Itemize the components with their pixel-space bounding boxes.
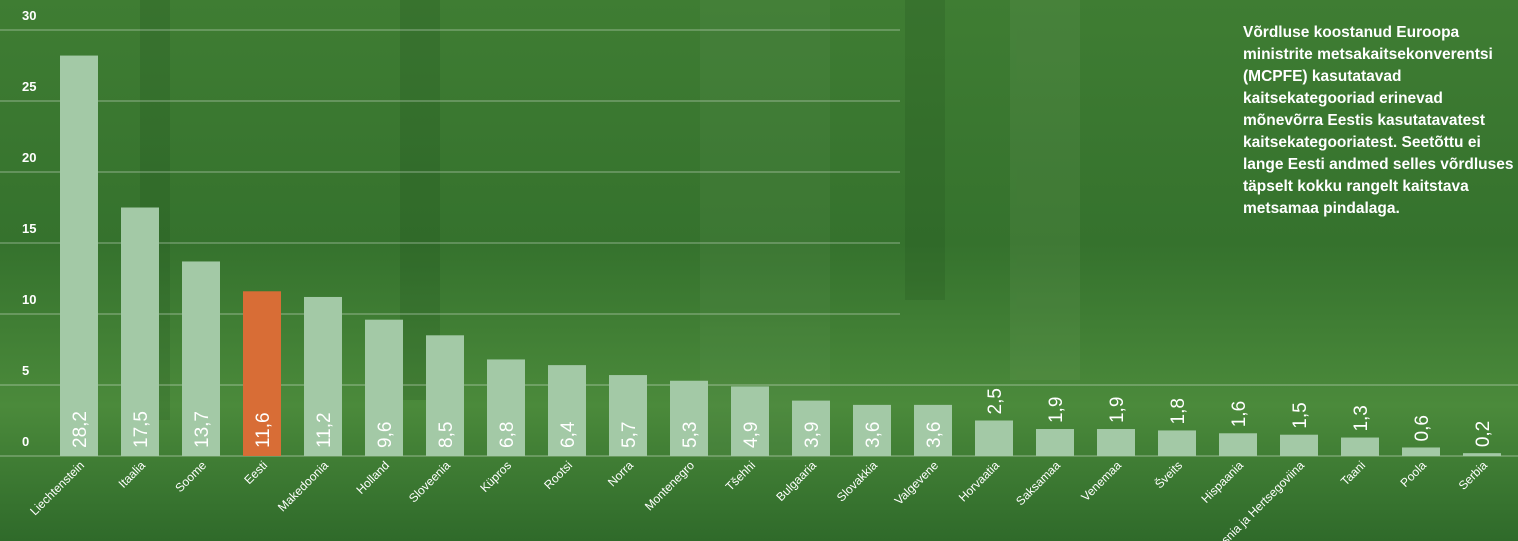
value-label: 11,6 (253, 412, 274, 448)
value-label: 6,4 (558, 421, 579, 448)
value-label: 6,8 (497, 422, 518, 448)
value-label: 3,9 (802, 422, 823, 448)
bar (1463, 453, 1501, 456)
x-tick-label: Sloveenia (406, 458, 453, 505)
bar (1280, 434, 1318, 456)
value-label: 1,6 (1229, 401, 1250, 427)
y-tick-label: 30 (22, 8, 36, 23)
value-label: 1,9 (1107, 397, 1128, 423)
value-label: 28,2 (70, 411, 91, 448)
y-tick-label: 20 (22, 150, 36, 165)
x-tick-label: Serbia (1456, 458, 1491, 493)
bar (60, 55, 98, 457)
value-label: 9,6 (375, 422, 396, 448)
value-label: 3,6 (924, 422, 945, 448)
bar (365, 319, 403, 456)
x-tick-label: Montenegro (642, 458, 697, 513)
value-label: 13,7 (192, 411, 213, 448)
value-label: 4,9 (741, 422, 762, 448)
x-tick-label: Valgevene (892, 458, 942, 508)
value-label: 0,6 (1412, 415, 1433, 441)
value-label: 2,5 (985, 388, 1006, 414)
bar (243, 291, 281, 456)
bar (609, 375, 647, 456)
y-tick-label: 5 (22, 363, 29, 378)
x-tick-label: Eesti (241, 458, 270, 487)
bar (1158, 430, 1196, 456)
value-label: 17,5 (131, 411, 152, 448)
x-tick-label: Horvaatia (956, 458, 1002, 504)
x-tick-label: Küpros (477, 458, 514, 495)
value-label: 5,3 (680, 422, 701, 448)
x-tick-label: Soome (172, 458, 209, 495)
y-tick-label: 15 (22, 221, 36, 236)
bar (670, 380, 708, 456)
bar (1097, 429, 1135, 456)
bar (426, 335, 464, 456)
bar (1036, 429, 1074, 456)
bar (121, 207, 159, 456)
x-tick-label: Slovakkia (834, 458, 880, 504)
bar (182, 261, 220, 456)
value-label: 1,9 (1046, 397, 1067, 423)
annotation: Võrdluse koostanud Euroopa ministrite me… (1243, 24, 1514, 217)
x-tick-label: Venemaa (1078, 458, 1124, 504)
value-label: 5,7 (619, 422, 640, 448)
background-trees (140, 0, 1080, 460)
value-label: 0,2 (1473, 421, 1494, 447)
x-tick-label: Itaalia (116, 458, 149, 491)
value-label: 11,2 (314, 412, 335, 448)
x-tick-label: Holland (353, 458, 392, 497)
bar (975, 420, 1013, 456)
bar (1219, 433, 1257, 456)
x-tick-label: Tšehhi (723, 458, 758, 493)
x-tick-label: Liechtenstein (27, 458, 87, 518)
x-tick-label: Saksamaa (1013, 458, 1063, 508)
bar (914, 404, 952, 456)
x-tick-label: Poola (1398, 458, 1430, 490)
bar (731, 386, 769, 456)
bar (548, 365, 586, 456)
x-tick-label: Norra (605, 458, 636, 489)
value-label: 1,3 (1351, 405, 1372, 431)
bar (792, 400, 830, 456)
x-tick-label: Šveits (1151, 458, 1185, 492)
bar (304, 296, 342, 456)
bar (1341, 437, 1379, 456)
x-tick-label: Taani (1338, 458, 1368, 488)
x-tick-label: Bulgaaria (773, 458, 819, 504)
x-tick-label: Hispaania (1198, 458, 1246, 506)
y-tick-label: 25 (22, 79, 36, 94)
value-label: 3,6 (863, 422, 884, 448)
x-tick-label: Rootsi (541, 458, 575, 492)
y-tick-label: 10 (22, 292, 36, 307)
x-tick-label: Makedoonia (275, 458, 331, 514)
value-label: 1,5 (1290, 402, 1311, 428)
value-label: 8,5 (436, 422, 457, 448)
bar (1402, 447, 1440, 456)
bar (853, 404, 891, 456)
value-label: 1,8 (1168, 398, 1189, 424)
bar (487, 359, 525, 456)
y-tick-label: 0 (22, 434, 29, 449)
